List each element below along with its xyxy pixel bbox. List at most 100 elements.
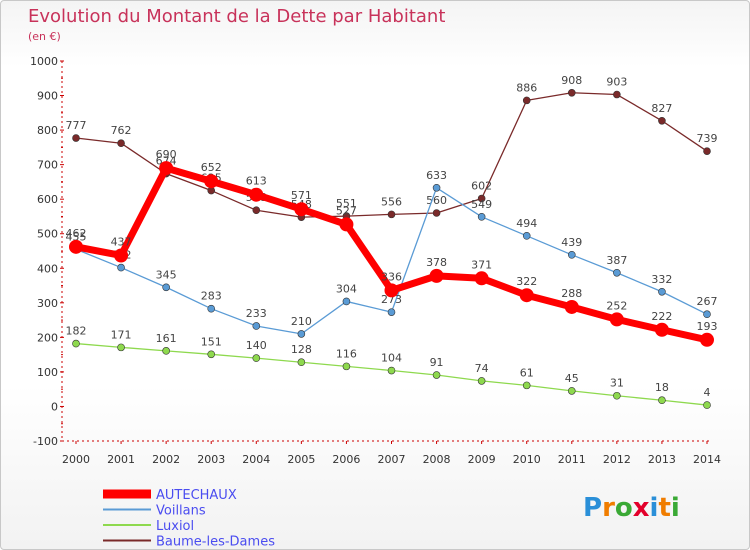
data-label: 128 xyxy=(291,343,312,356)
x-tick-label: 2001 xyxy=(107,453,135,466)
data-point xyxy=(252,206,261,215)
data-label: 332 xyxy=(651,273,672,286)
x-tick-label: 2003 xyxy=(197,453,225,466)
data-point xyxy=(477,213,486,221)
data-point xyxy=(522,381,531,390)
y-tick-label: 800 xyxy=(37,124,58,137)
data-point xyxy=(613,90,621,99)
chart-title: Evolution du Montant de la Dette par Hab… xyxy=(28,6,446,27)
axes: -100 0 100 200 300 400 500 600 700 800 900 1000 2000… xyxy=(30,55,721,466)
data-label: 193 xyxy=(697,320,718,333)
data-point xyxy=(117,263,125,272)
x-tick-label: 2009 xyxy=(468,453,496,466)
data-label: 571 xyxy=(291,189,312,202)
series-luxiol: 182 171 161 151 140 128 116 104 91 74 61 45 31 18 4 xyxy=(66,325,711,409)
data-point xyxy=(69,239,83,254)
data-point xyxy=(387,210,396,219)
proxiti-logo: Proxiti xyxy=(583,493,680,523)
legend-label: Baume-les-Dames xyxy=(156,535,275,550)
data-point xyxy=(162,347,170,355)
data-point xyxy=(429,268,444,283)
data-label: 288 xyxy=(561,287,582,300)
data-label: 171 xyxy=(111,328,132,341)
y-tick-label: 200 xyxy=(37,331,58,344)
data-point xyxy=(252,322,261,330)
data-point xyxy=(432,371,441,379)
data-point xyxy=(117,343,125,352)
data-label: 18 xyxy=(655,381,669,394)
data-label: 777 xyxy=(66,119,87,132)
data-label: 371 xyxy=(471,258,492,271)
y-tick-label: 600 xyxy=(37,193,58,206)
x-tick-label: 2000 xyxy=(62,453,90,466)
y-tick-label: 700 xyxy=(37,159,58,172)
data-point xyxy=(432,209,441,217)
x-tick-label: 2012 xyxy=(603,453,631,466)
data-label: 455 xyxy=(66,230,87,243)
data-label: 31 xyxy=(610,377,624,390)
y-tick-label: 500 xyxy=(37,228,58,241)
data-point xyxy=(519,288,534,303)
data-label: 91 xyxy=(430,356,444,369)
data-point xyxy=(700,332,714,347)
data-label: 652 xyxy=(201,161,222,174)
data-label: 322 xyxy=(516,275,537,288)
data-point xyxy=(703,310,711,319)
data-point xyxy=(249,187,264,202)
unit-label: (en €) xyxy=(28,30,61,43)
data-label: 551 xyxy=(336,197,357,210)
x-tick-label: 2007 xyxy=(378,453,406,466)
data-point xyxy=(387,366,396,375)
logo-letter: r xyxy=(602,493,615,523)
series-baume-les-dames: 7777626746255685485515565606028869089038… xyxy=(66,74,718,221)
data-label: 304 xyxy=(336,282,357,295)
data-label: 252 xyxy=(606,299,627,312)
data-point xyxy=(159,161,174,176)
data-point xyxy=(252,354,261,362)
x-tick-label: 2011 xyxy=(558,453,586,466)
data-label: 527 xyxy=(336,204,357,217)
legend-label: Voillans xyxy=(156,504,206,519)
data-point xyxy=(207,350,216,359)
data-label: 437 xyxy=(111,235,132,248)
x-tick-label: 2008 xyxy=(423,453,451,466)
y-tick-label: -100 xyxy=(33,435,58,448)
x-tick-label: 2002 xyxy=(152,453,180,466)
data-label: 378 xyxy=(426,256,447,269)
data-point xyxy=(477,194,486,203)
data-point xyxy=(658,287,666,296)
logo-letter: i xyxy=(650,493,659,523)
data-label: 210 xyxy=(291,315,312,328)
x-tick-label: 2006 xyxy=(332,453,360,466)
data-label: 903 xyxy=(606,76,627,89)
data-label: 494 xyxy=(516,217,537,230)
data-label: 556 xyxy=(381,195,402,208)
legend-label: Luxiol xyxy=(156,519,194,534)
logo-letter: x xyxy=(633,493,650,523)
data-point xyxy=(658,116,666,125)
data-label: 140 xyxy=(246,339,267,352)
x-tick-label: 2013 xyxy=(648,453,676,466)
data-point xyxy=(114,248,129,263)
logo-letter: t xyxy=(658,493,670,523)
data-label: 182 xyxy=(66,325,87,338)
data-point xyxy=(567,387,576,395)
data-point xyxy=(297,358,306,367)
data-label: 762 xyxy=(111,124,132,137)
data-label: 345 xyxy=(156,268,177,281)
data-label: 439 xyxy=(561,236,582,249)
data-label: 613 xyxy=(246,175,267,188)
data-point xyxy=(207,304,216,313)
data-label: 886 xyxy=(516,81,537,94)
data-point xyxy=(72,134,80,142)
data-point xyxy=(162,283,170,292)
logo-letter: o xyxy=(615,493,633,523)
data-label: 61 xyxy=(520,366,534,379)
data-point xyxy=(342,362,351,371)
data-point xyxy=(567,88,576,97)
data-point xyxy=(204,174,219,189)
data-point xyxy=(522,232,531,240)
